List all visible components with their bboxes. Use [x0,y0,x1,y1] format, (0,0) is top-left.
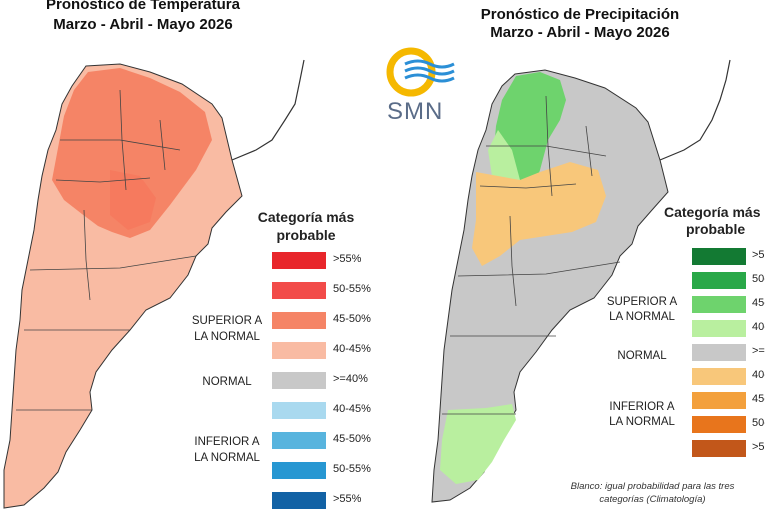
logo-wave-1 [404,59,455,69]
smn-logo [386,47,455,97]
temperature-legend-label: >55% [333,253,362,265]
temperature-swatch-inferior-40-45 [272,402,326,419]
temperature-swatch-superior-40-45 [272,342,326,359]
temperature-swatch-inferior-55 [272,492,326,509]
coastline-temperature [231,59,305,161]
precipitation-group-normal: NORMAL [617,350,667,362]
precipitation-group-inferior-2: LA NORMAL [609,416,675,428]
precipitation-legend-title-line1: Categoría más [664,204,761,220]
temperature-map [3,59,305,509]
precipitation-legend-label: 40-45% [752,321,765,333]
precipitation-map [431,59,731,503]
precipitation-note-line2: categorías (Climatología) [599,494,706,505]
temperature-legend-label: 45-50% [333,433,371,445]
logo-wave-3 [404,73,455,83]
province-borders-precipitation [442,95,621,415]
precipitation-swatch-inferior-55 [692,440,746,457]
wet-south-precipitation [440,404,516,484]
temperature-group-normal: NORMAL [202,376,252,388]
dry-center-precipitation [472,162,606,266]
precipitation-title-line2: Marzo - Abril - Mayo 2026 [490,24,670,41]
hot-spot-temperature [110,170,156,230]
precipitation-swatch-superior-40-45 [692,320,746,337]
temperature-legend-title-line1: Categoría más [257,209,355,225]
precipitation-legend-label: 50-55% [752,417,765,429]
temperature-group-inferior-2: LA NORMAL [194,452,260,464]
temperature-legend-label: 40-45% [333,343,371,355]
precipitation-legend-label: 40-45% [752,369,765,381]
precipitation-swatch-superior-55 [692,248,746,265]
precipitation-legend-label: >55% [752,249,765,261]
precipitation-title-line1: Pronóstico de Precipitación [480,6,680,23]
temperature-swatch-superior-55 [272,252,326,269]
precipitation-swatch-superior-50-55 [692,272,746,289]
temperature-legend-label: >=40% [333,373,368,385]
precipitation-legend-label: >55% [752,441,765,453]
precipitation-legend-label: 45-50% [752,393,765,405]
precipitation-swatch-normal [692,344,746,361]
temperature-swatch-superior-45-50 [272,312,326,329]
temperature-legend-title-line2: probable [276,227,336,243]
precipitation-legend-label: 50-55% [752,273,765,285]
temperature-group-superior-1: SUPERIOR A [191,315,263,327]
precipitation-swatch-inferior-45-50 [692,392,746,409]
logo-sun-ring [386,47,436,97]
precipitation-note-line1: Blanco: igual probabilidad para las tres [570,481,735,492]
temperature-swatch-superior-50-55 [272,282,326,299]
province-borders-temperature [16,89,197,411]
temperature-swatch-inferior-45-50 [272,432,326,449]
precipitation-swatch-inferior-40-45 [692,368,746,385]
temperature-title-line2: Marzo - Abril - Mayo 2026 [53,16,233,33]
logo-text: SMN [387,98,444,125]
temperature-legend-label: 45-50% [333,313,371,325]
temperature-legend-label: 50-55% [333,463,371,475]
temperature-swatch-inferior-50-55 [272,462,326,479]
precipitation-legend-label: >=40% [752,345,765,357]
precipitation-swatch-superior-45-50 [692,296,746,313]
precipitation-legend-label: 45-50% [752,297,765,309]
temperature-legend-label: 50-55% [333,283,371,295]
temperature-legend-label: >55% [333,493,362,505]
precipitation-legend-title-line2: probable [686,221,746,237]
coastline-precipitation [659,59,731,161]
temperature-group-superior-2: LA NORMAL [194,331,260,343]
precipitation-group-superior-1: SUPERIOR A [606,296,678,308]
temperature-swatch-normal [272,372,326,389]
temperature-group-inferior-1: INFERIOR A [194,436,260,448]
precipitation-swatch-inferior-50-55 [692,416,746,433]
precipitation-group-inferior-1: INFERIOR A [609,401,675,413]
hot-core-temperature [52,68,212,238]
precipitation-group-superior-2: LA NORMAL [609,311,675,323]
logo-wave-2 [404,66,455,76]
temperature-title-line1: Pronóstico de Temperatura [46,0,240,13]
temperature-legend-label: 40-45% [333,403,371,415]
